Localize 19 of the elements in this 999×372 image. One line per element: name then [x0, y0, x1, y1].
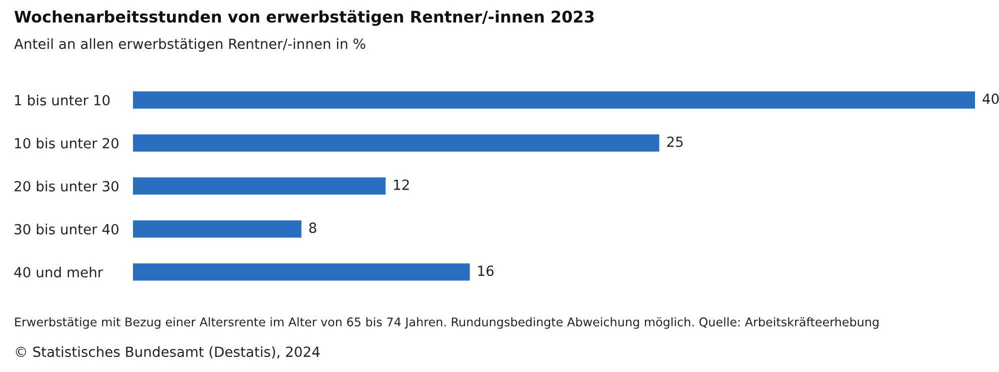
text: © Statistisches Bundesamt (Destatis), 2024: [16, 346, 320, 359]
bar: [133, 91, 975, 109]
y-tick-label: 30 bis unter 40: [14, 224, 118, 234]
chart-subtitle: Anteil an allen erwerbstätigen Rentner/-innen in %: [14, 38, 366, 52]
y-tick-label: 1 bis unter 10: [15, 94, 110, 106]
chart-title: Wochenarbeitsstunden von erwerbstätigen Rentner/-innen 2023: [14, 10, 594, 26]
y-tick-label: 40 und mehr: [14, 266, 104, 278]
text: Erwerbstätige mit Bezug einer Altersrente im Alter von 65 bis 74 Jahren. Rundungsbedingte Abweichung möglich. Quelle: Arbeitskräfteerhebung: [15, 317, 878, 329]
bar: [133, 134, 660, 152]
data-label: 25: [667, 136, 683, 148]
bar: [133, 263, 470, 281]
bar: [133, 220, 302, 238]
data-label: 8: [309, 222, 316, 234]
data-label: 40: [982, 94, 999, 104]
y-tick-label: 20 bis unter 30: [14, 180, 118, 192]
bar: [133, 177, 386, 195]
y-tick-label: 10 bis unter 20: [15, 138, 118, 148]
data-label: 16: [478, 266, 494, 276]
data-label: 12: [394, 180, 409, 190]
